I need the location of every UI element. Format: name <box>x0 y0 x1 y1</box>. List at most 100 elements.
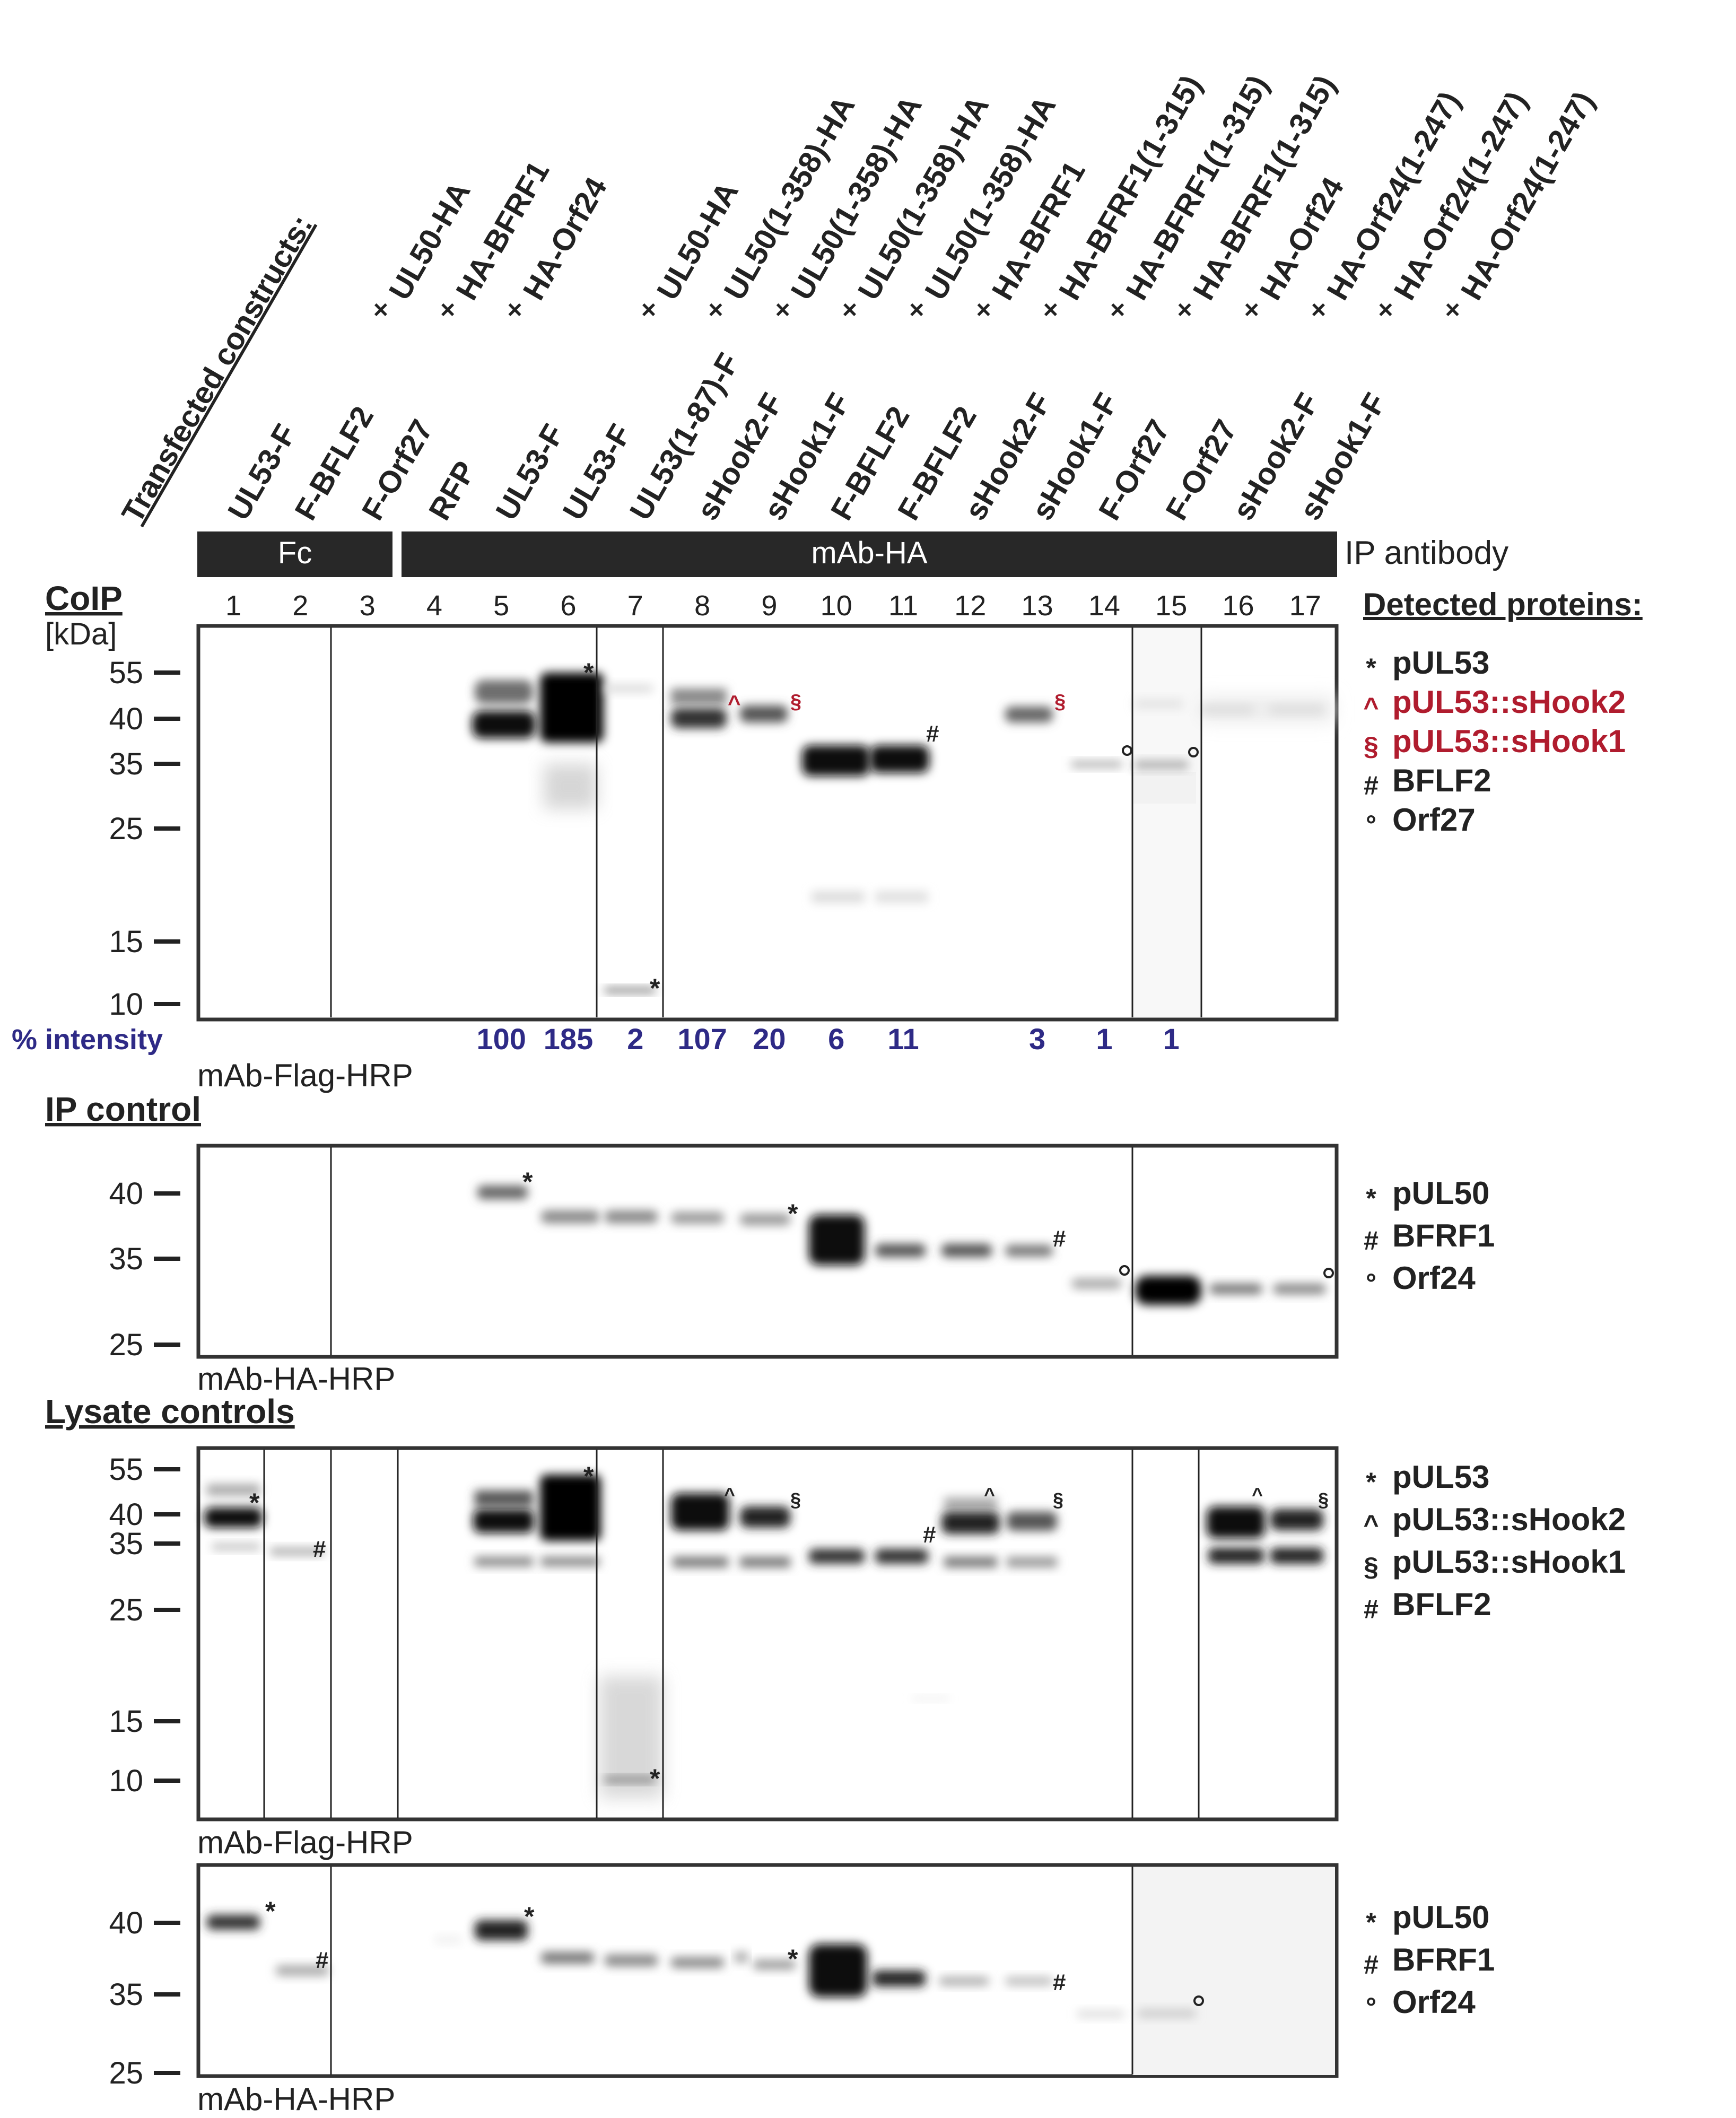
mw-marker-label: 55 <box>109 1452 143 1487</box>
cross-symbol: × <box>708 296 723 324</box>
legend-symbol: § <box>1364 731 1379 761</box>
ip-antibody-label: IP antibody <box>1345 535 1508 571</box>
svg-text:§: § <box>790 1489 801 1511</box>
intensity-value: 1 <box>1096 1022 1112 1056</box>
svg-text:^: ^ <box>724 1484 735 1505</box>
lane-number: 5 <box>493 590 509 622</box>
lane-number: 15 <box>1155 590 1187 622</box>
svg-text:*: * <box>249 1488 260 1518</box>
lysate1-blot-frame <box>196 1446 1339 1821</box>
legend-symbol: # <box>1364 771 1379 800</box>
mw-marker-label: 35 <box>109 1977 143 2012</box>
mw-marker-label: 40 <box>109 1906 143 1940</box>
svg-text:§: § <box>790 691 801 713</box>
lane-number: 10 <box>821 590 852 622</box>
svg-text:*: * <box>522 1167 533 1197</box>
legend-label: pUL53::sHook2 <box>1392 684 1626 720</box>
intensity-value: 185 <box>544 1022 593 1056</box>
intensity-value: 1 <box>1163 1022 1180 1056</box>
svg-text:#: # <box>1053 1969 1066 1995</box>
lane-number: 14 <box>1088 590 1120 622</box>
svg-text:^: ^ <box>984 1484 995 1505</box>
intensity-value: 11 <box>887 1022 919 1056</box>
svg-text:§: § <box>1054 691 1066 713</box>
legend-symbol: ^ <box>1363 1510 1379 1539</box>
lane-numbers: 1 2 3 4 5 6 7 8 9 10 11 12 13 14 15 16 17 <box>225 590 1321 622</box>
coip-panel: CoIP [kDa] <box>12 579 1626 1093</box>
cross-symbol: × <box>1378 296 1393 324</box>
mw-marker-label: 40 <box>109 1176 143 1211</box>
coip-mw-markers: 55 40 35 25 15 10 <box>109 656 180 1022</box>
ipctrl-legend: * pUL50 # BFRF1 ° Orf24 <box>1364 1175 1495 1298</box>
intensity-value: 107 <box>677 1022 727 1056</box>
svg-text:#: # <box>926 721 939 747</box>
ip-mab-label: mAb-HA <box>811 536 927 570</box>
lane-number: 2 <box>292 590 308 622</box>
detected-proteins-title: Detected proteins: <box>1363 587 1643 622</box>
lysate2-mw-markers: 40 35 25 <box>109 1906 180 2090</box>
mw-marker-label: 35 <box>109 1242 143 1276</box>
lane-number: 6 <box>560 590 576 622</box>
cross-symbol: × <box>1110 296 1125 324</box>
mw-marker-label: 35 <box>109 1527 143 1561</box>
intensity-value: 3 <box>1029 1022 1045 1056</box>
legend-label: BFLF2 <box>1392 763 1491 798</box>
cross-symbol: × <box>1311 296 1326 324</box>
legend-label: pUL53 <box>1392 645 1489 681</box>
coip-band-annotations: * * ^ § # § <box>583 658 1199 1003</box>
cross-symbol: × <box>775 296 790 324</box>
coip-section-title: CoIP <box>45 579 123 617</box>
construct-header: Transfected constructs: UL50-HAHA-BFRF1H… <box>115 69 1601 529</box>
svg-text:*: * <box>788 1199 798 1228</box>
legend-symbol: * <box>1366 1183 1376 1213</box>
intensity-value: 6 <box>828 1022 844 1056</box>
legend-label: pUL53::sHook1 <box>1392 1544 1626 1580</box>
cross-symbols: × × × × × × × × × × × × × × × × <box>373 296 1460 324</box>
legend-symbol: ^ <box>1363 692 1379 722</box>
legend-label: Orf27 <box>1392 802 1476 838</box>
legend-symbol: * <box>1366 1467 1376 1497</box>
legend-symbol: § <box>1364 1552 1379 1582</box>
legend-label: pUL53::sHook1 <box>1392 724 1626 759</box>
cross-symbol: × <box>976 296 991 324</box>
coip-unit-label: [kDa] <box>45 617 117 651</box>
lysate1-bands: * # * * ^ § # ^ § ^ § <box>204 1450 1329 1818</box>
coip-detection: mAb-Flag-HRP <box>197 1058 413 1093</box>
ipctrl-detection: mAb-HA-HRP <box>197 1361 395 1397</box>
lane-number: 1 <box>225 590 241 622</box>
svg-text:#: # <box>316 1947 328 1973</box>
legend-label: pUL50 <box>1392 1899 1489 1935</box>
svg-text:^: ^ <box>1252 1484 1263 1505</box>
cross-symbol: × <box>1043 296 1058 324</box>
svg-text:*: * <box>650 973 660 1003</box>
cross-symbol: × <box>507 296 522 324</box>
legend-symbol: * <box>1366 653 1376 683</box>
lane-number: 13 <box>1022 590 1053 622</box>
intensity-values: 100 185 2 107 20 6 11 3 1 1 <box>476 1022 1179 1056</box>
cross-symbol: × <box>1177 296 1192 324</box>
coip-bands <box>330 627 1334 1017</box>
svg-text:#: # <box>313 1536 326 1562</box>
mw-marker-label: 10 <box>109 1764 143 1798</box>
lysate1-panel: Lysate controls <box>45 1392 1626 1860</box>
lane-number: 17 <box>1289 590 1321 622</box>
transfected-constructs-label: Transfected constructs: <box>115 210 319 529</box>
svg-text:§: § <box>1053 1489 1063 1511</box>
mw-marker-label: 40 <box>109 1497 143 1532</box>
mw-marker-label: 25 <box>109 2056 143 2090</box>
svg-text:^: ^ <box>728 691 741 716</box>
intensity-value: 2 <box>627 1022 643 1056</box>
lysate1-detection: mAb-Flag-HRP <box>197 1825 413 1860</box>
lower-construct-label: RFP <box>422 456 483 526</box>
lane-number: 3 <box>360 590 376 622</box>
mw-marker-label: 10 <box>109 987 143 1022</box>
cross-symbol: × <box>909 296 924 324</box>
legend-label: Orf24 <box>1392 1984 1476 2020</box>
ipctrl-mw-markers: 40 35 25 <box>109 1176 180 1362</box>
legend-label: Orf24 <box>1392 1260 1476 1296</box>
legend-symbol: ° <box>1366 1268 1376 1298</box>
mw-marker-label: 40 <box>109 702 143 736</box>
